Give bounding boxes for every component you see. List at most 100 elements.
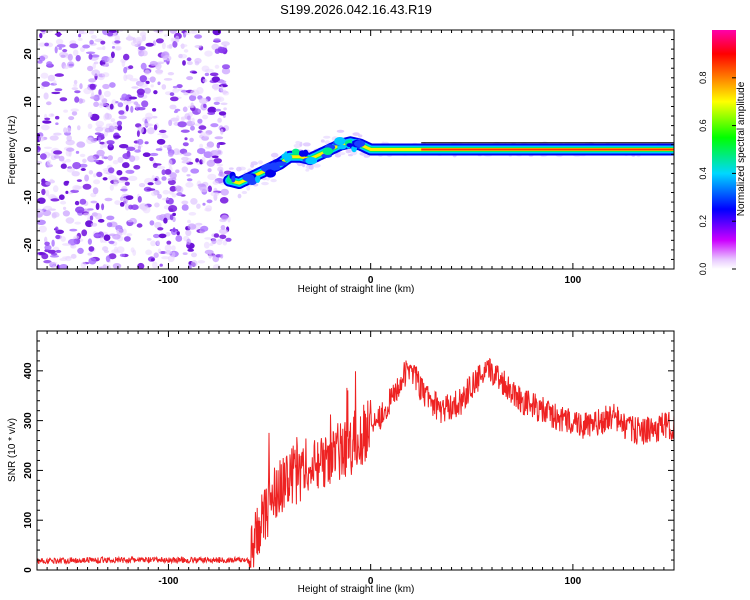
- noise-speckle: [163, 78, 173, 81]
- noise-speckle: [207, 111, 216, 115]
- noise-speckle: [94, 213, 103, 220]
- noise-speckle: [183, 92, 189, 96]
- noise-speckle: [136, 107, 146, 111]
- noise-speckle: [62, 49, 68, 53]
- noise-speckle: [220, 102, 228, 106]
- noise-speckle: [194, 34, 203, 39]
- ridge-halo-speckle: [250, 161, 258, 166]
- noise-speckle: [116, 120, 122, 126]
- noise-speckle: [207, 168, 212, 173]
- noise-speckle: [127, 219, 135, 223]
- noise-speckle: [88, 170, 94, 175]
- x-tick-label: -100: [158, 275, 178, 286]
- noise-speckle: [212, 254, 216, 258]
- noise-speckle: [68, 116, 75, 121]
- noise-speckle: [142, 123, 152, 127]
- noise-speckle: [98, 101, 104, 108]
- noise-speckle: [75, 55, 81, 62]
- noise-speckle: [153, 233, 160, 239]
- noise-speckle: [49, 135, 59, 141]
- noise-speckle: [65, 127, 72, 134]
- noise-speckle: [188, 212, 197, 216]
- noise-speckle: [70, 108, 79, 112]
- noise-speckle: [69, 228, 78, 232]
- noise-speckle: [132, 249, 137, 256]
- noise-speckle: [43, 92, 49, 100]
- noise-speckle: [81, 229, 88, 237]
- noise-speckle: [149, 220, 155, 226]
- noise-speckle: [167, 178, 173, 181]
- noise-speckle: [138, 183, 146, 188]
- noise-speckle: [204, 249, 214, 255]
- noise-speckle: [186, 115, 191, 121]
- noise-speckle: [82, 44, 90, 49]
- noise-speckle: [59, 257, 68, 262]
- noise-speckle: [187, 61, 193, 66]
- ridge-halo-speckle: [295, 140, 301, 145]
- noise-speckle: [221, 67, 231, 75]
- noise-speckle: [161, 84, 167, 90]
- noise-speckle: [108, 125, 115, 133]
- noise-speckle: [79, 83, 83, 90]
- noise-speckle: [113, 181, 118, 187]
- noise-speckle: [182, 106, 188, 113]
- colorbar-tick-label: 0.2: [698, 215, 708, 228]
- noise-speckle: [114, 246, 118, 253]
- noise-speckle: [106, 32, 114, 37]
- noise-speckle: [159, 263, 163, 267]
- noise-speckle: [219, 234, 227, 240]
- noise-speckle: [182, 252, 188, 256]
- noise-speckle: [200, 225, 209, 232]
- noise-speckle: [168, 159, 173, 167]
- noise-speckle: [180, 129, 190, 133]
- snr-panel: -100 0 100 0 100 200 300 400 Height of straight…: [7, 330, 675, 595]
- noise-speckle: [157, 133, 167, 136]
- noise-speckle: [54, 33, 63, 36]
- noise-speckle: [93, 234, 103, 237]
- noise-speckle: [39, 32, 43, 39]
- noise-speckle: [190, 30, 198, 34]
- ridge-halo-speckle: [308, 164, 314, 170]
- noise-speckle: [216, 163, 224, 167]
- noise-speckle: [182, 60, 186, 66]
- noise-speckle: [73, 235, 80, 240]
- y-tick-label: 200: [23, 462, 34, 479]
- noise-speckle: [125, 74, 134, 80]
- noise-speckle: [163, 217, 168, 224]
- noise-speckle: [204, 50, 213, 57]
- noise-speckle: [164, 34, 168, 37]
- noise-speckle: [53, 80, 57, 85]
- noise-speckle: [106, 215, 115, 221]
- noise-speckle: [204, 72, 210, 77]
- noise-speckle: [118, 179, 127, 183]
- noise-speckle: [130, 204, 139, 210]
- noise-speckle: [123, 53, 130, 61]
- noise-speckle: [142, 152, 151, 157]
- noise-speckle: [60, 236, 66, 242]
- noise-speckle: [180, 117, 185, 121]
- noise-speckle: [158, 233, 167, 239]
- noise-speckle: [108, 30, 117, 33]
- noise-speckle: [40, 153, 47, 160]
- noise-speckle: [111, 46, 116, 49]
- noise-speckle: [157, 193, 162, 199]
- snr-xlabel: Height of straight line (km): [298, 584, 415, 595]
- noise-speckle: [145, 80, 150, 85]
- noise-speckle: [190, 89, 200, 97]
- noise-speckle: [213, 101, 220, 106]
- noise-speckle: [90, 30, 95, 34]
- noise-speckle: [106, 222, 113, 228]
- noise-speckle: [80, 46, 85, 53]
- ridge-halo-speckle: [270, 178, 277, 183]
- noise-speckle: [66, 147, 75, 152]
- noise-speckle: [149, 76, 156, 83]
- noise-speckle: [103, 234, 111, 241]
- noise-speckle: [220, 188, 229, 196]
- noise-speckle: [203, 133, 210, 138]
- x-tick-label: -100: [158, 576, 178, 587]
- noise-speckle: [168, 119, 173, 127]
- noise-speckle: [155, 38, 164, 44]
- noise-speckle: [175, 169, 180, 174]
- noise-speckle: [189, 137, 194, 143]
- ridge-blob: [354, 140, 366, 148]
